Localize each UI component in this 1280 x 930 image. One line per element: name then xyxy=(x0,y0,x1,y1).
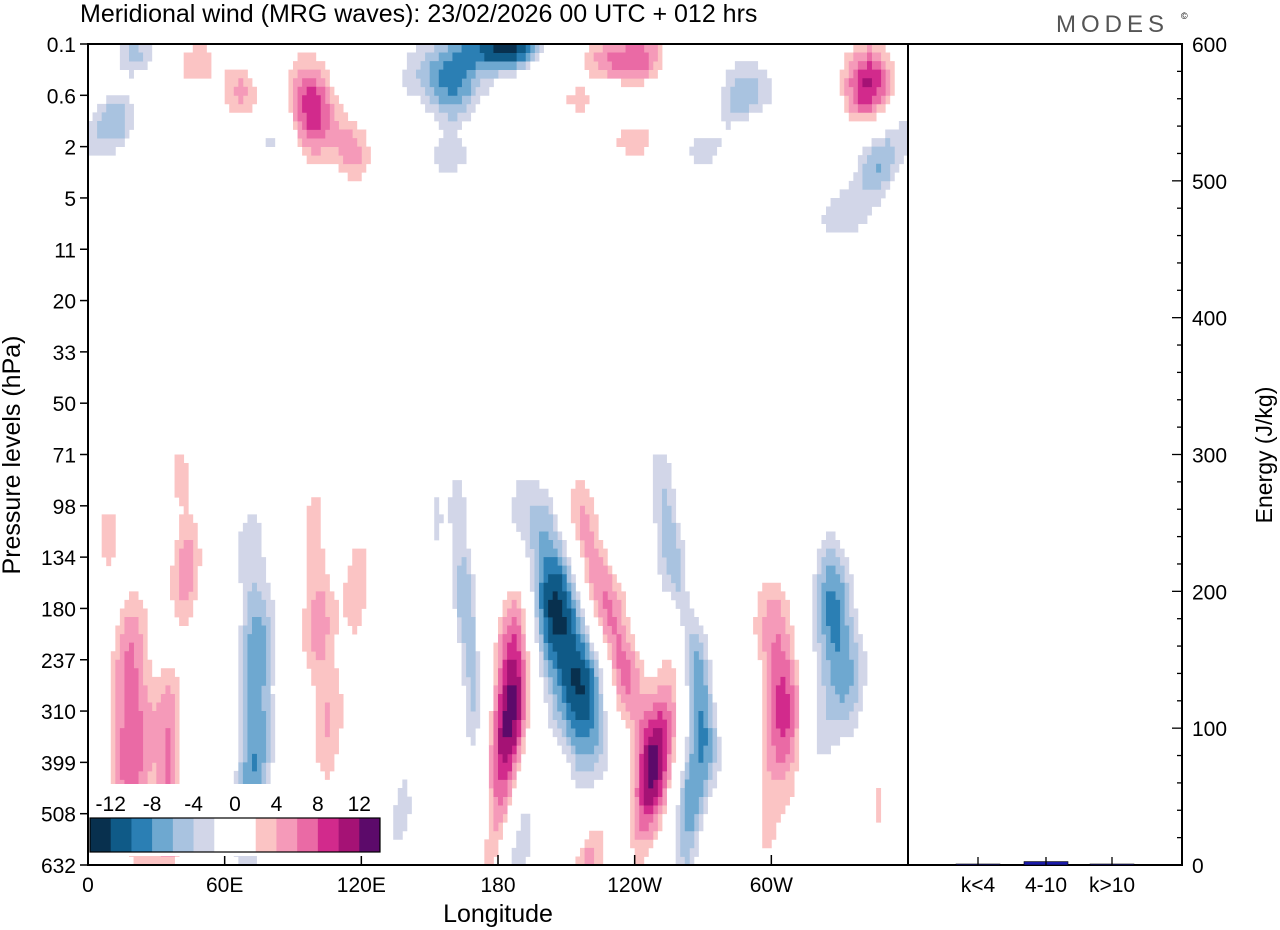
y-tick-label: 0.1 xyxy=(47,34,76,57)
y-tick-label: 134 xyxy=(41,547,76,570)
brand-mark: © xyxy=(1181,11,1188,21)
energy-tick-label: 300 xyxy=(1192,445,1227,468)
y-tick-label: 508 xyxy=(41,804,76,827)
y-tick-label: 5 xyxy=(64,188,76,211)
brand-logo: MODES xyxy=(1056,11,1169,38)
colorbar-label: 12 xyxy=(348,793,371,816)
colorbar-swatch xyxy=(235,818,257,852)
colorbar: -12 -8 -4 0 4 8 12 xyxy=(88,784,382,856)
contour-band xyxy=(479,44,590,721)
colorbar-swatch xyxy=(131,818,153,852)
y-tick-label: 50 xyxy=(53,393,76,416)
colorbar-swatch xyxy=(338,818,360,852)
colorbar-swatch xyxy=(317,818,339,852)
y-tick-label: 399 xyxy=(41,752,76,775)
colorbar-swatch xyxy=(90,818,112,852)
colorbar-swatch xyxy=(214,818,236,852)
energy-tick-label: 100 xyxy=(1192,718,1227,741)
colorbar-label: 4 xyxy=(271,793,283,816)
y-tick-label: 0.6 xyxy=(47,85,76,108)
energy-axis-label: Energy (J/kg) xyxy=(1251,387,1277,524)
x-tick-label: 60W xyxy=(750,874,793,897)
y-tick-label: 11 xyxy=(54,239,76,262)
x-tick-label: 120E xyxy=(337,874,386,897)
x-tick-label: 120W xyxy=(607,874,662,897)
y-tick-label: 237 xyxy=(41,650,76,673)
y-axis: 0.1 0.6 2 5 11 20 33 50 71 98 134 180 237 310 399 508 63… xyxy=(41,34,88,878)
colorbar-label: 8 xyxy=(312,793,324,816)
energy-plot: k<4 4-10 k>10 0 100 200 300 400 500 600 Energy (… xyxy=(907,34,1277,897)
y-tick-label: 180 xyxy=(41,598,76,621)
y-tick-label: 20 xyxy=(53,291,76,314)
contour-fills xyxy=(88,44,908,865)
y-tick-label: 71 xyxy=(53,445,76,468)
energy-category-label: k<4 xyxy=(961,874,996,897)
energy-tick-label: 400 xyxy=(1192,308,1227,331)
energy-category-label: k>10 xyxy=(1089,874,1135,897)
x-axis-label: Longitude xyxy=(443,900,553,928)
colorbar-label: -8 xyxy=(143,793,162,816)
y-axis-label: Pressure levels (hPa) xyxy=(0,336,26,575)
x-tick-label: 0 xyxy=(82,874,94,897)
colorbar-swatch xyxy=(152,818,174,852)
hovmoller-plot: 0 60E 120E 180 120W 60W 0.1 0.6 2 5 11 20 33 50 71 98 1… xyxy=(0,34,909,928)
x-tick-label: 180 xyxy=(480,874,515,897)
y-tick-label: 33 xyxy=(53,342,76,365)
energy-categories: k<4 4-10 k>10 xyxy=(961,857,1135,897)
colorbar-label: -12 xyxy=(96,793,126,816)
colorbar-swatch xyxy=(110,818,132,852)
colorbar-label: -4 xyxy=(184,793,203,816)
colorbar-swatch xyxy=(172,818,194,852)
energy-tick-label: 0 xyxy=(1192,855,1204,878)
colorbar-swatch xyxy=(276,818,298,852)
colorbar-swatch xyxy=(193,818,215,852)
x-axis: 0 60E 120E 180 120W 60W xyxy=(82,855,793,897)
energy-axis: 0 100 200 300 400 500 600 xyxy=(1172,34,1227,878)
energy-tick-label: 200 xyxy=(1192,581,1227,604)
energy-category-label: 4-10 xyxy=(1025,874,1067,897)
colorbar-swatch xyxy=(297,818,319,852)
chart-title: Meridional wind (MRG waves): 23/02/2026 … xyxy=(80,0,757,28)
energy-tick-label: 600 xyxy=(1192,34,1227,57)
colorbar-swatch xyxy=(359,818,381,852)
contour-band xyxy=(251,44,841,772)
x-tick-label: 60E xyxy=(206,874,243,897)
colorbar-label: 0 xyxy=(229,793,241,816)
y-tick-label: 98 xyxy=(53,496,76,519)
colorbar-swatch xyxy=(255,818,277,852)
y-tick-label: 310 xyxy=(41,701,76,724)
colorbar-frame xyxy=(89,817,381,853)
y-tick-label: 2 xyxy=(64,137,76,160)
energy-tick-label: 500 xyxy=(1192,171,1227,194)
energy-frame xyxy=(907,43,1183,866)
y-tick-label: 632 xyxy=(41,855,76,878)
